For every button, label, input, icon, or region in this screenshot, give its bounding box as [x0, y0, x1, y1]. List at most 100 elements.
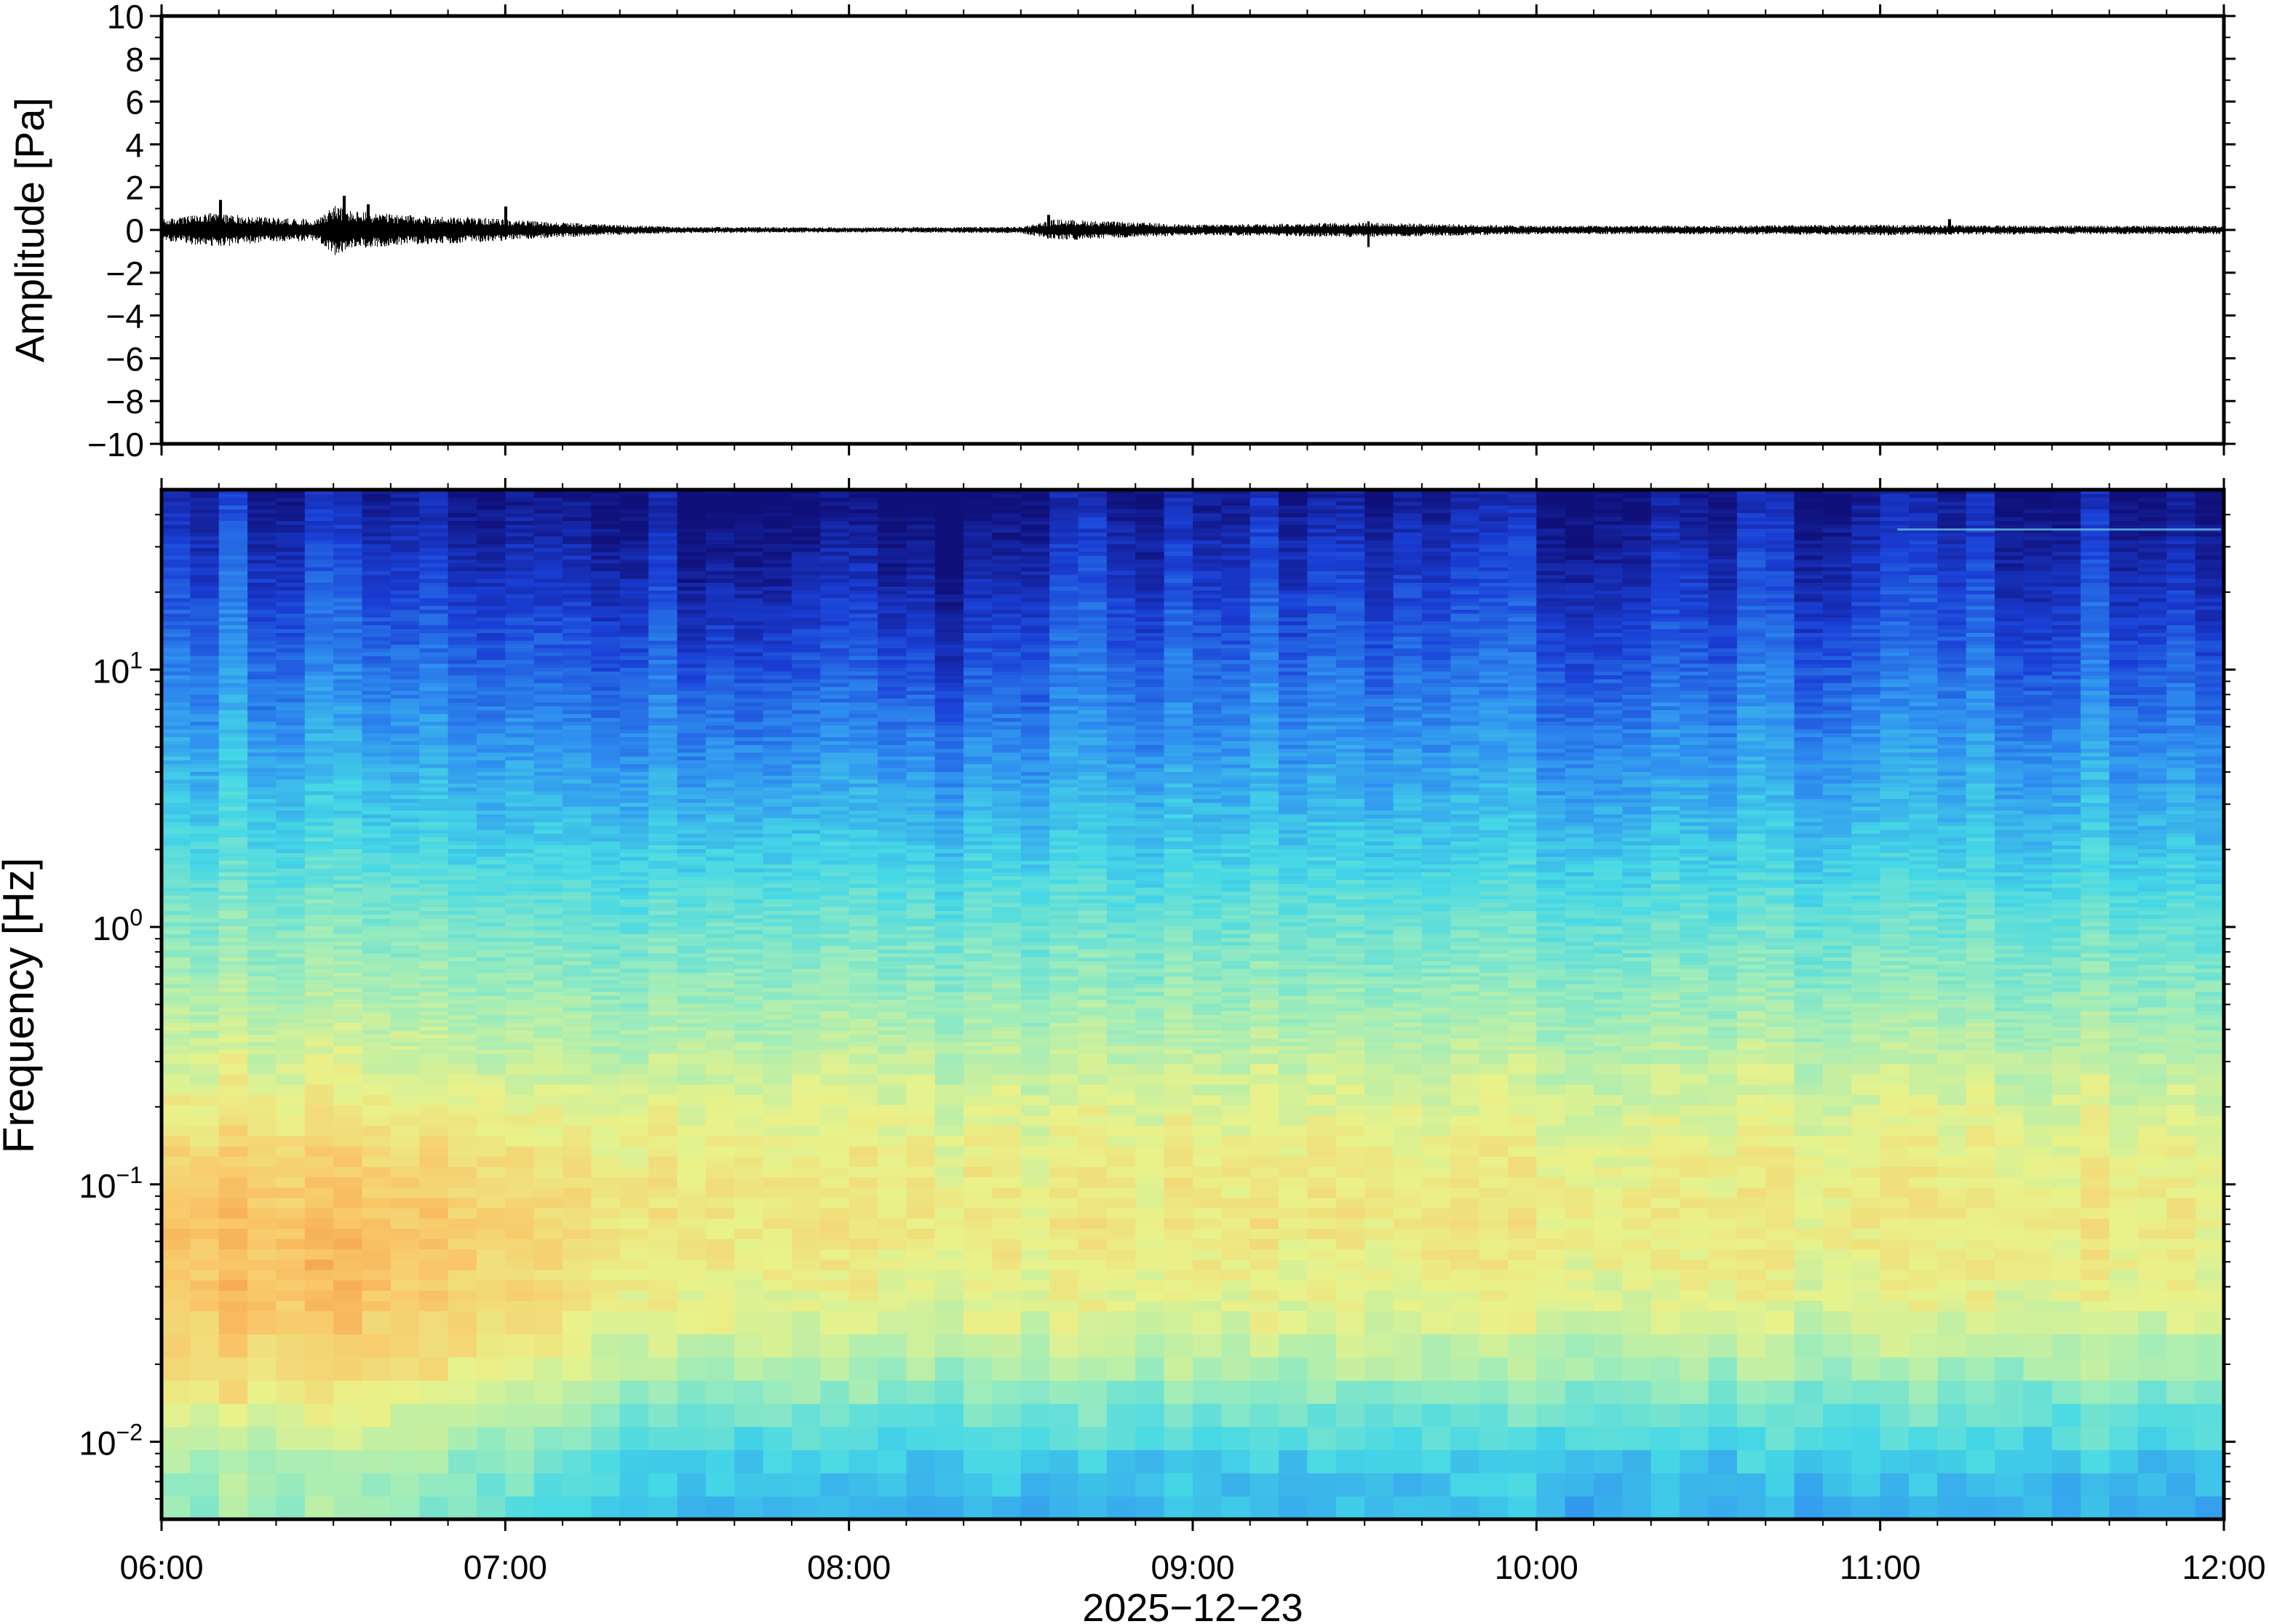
spectrogram-cell	[878, 1011, 907, 1016]
spectrogram-cell	[190, 899, 220, 904]
spectrogram-cell	[218, 497, 248, 502]
spectrogram-cell	[849, 856, 878, 861]
spectrogram-cell	[563, 1290, 592, 1301]
spectrogram-cell	[705, 922, 735, 927]
spectrogram-cell	[791, 717, 821, 722]
spectrogram-cell	[878, 790, 907, 795]
spectrogram-cell	[906, 922, 936, 927]
spectrogram-cell	[619, 740, 649, 745]
spectrogram-cell	[533, 501, 563, 506]
spectrogram-cell	[705, 520, 735, 525]
spectrogram-cell	[304, 1041, 334, 1046]
spectrogram-cell	[162, 690, 191, 695]
spectrogram-cell	[304, 717, 334, 722]
spectrogram-cell	[677, 887, 707, 892]
spectrogram-cell	[218, 1041, 248, 1046]
spectrogram-cell	[791, 1135, 821, 1147]
spectrogram-cell	[820, 756, 850, 761]
spectrogram-cell	[791, 806, 821, 811]
spectrogram-cell	[333, 818, 363, 822]
spectrogram-cell	[476, 698, 506, 703]
spectrogram-cell	[362, 1357, 392, 1381]
spectrogram-cell	[218, 818, 248, 822]
spectrogram-cell	[763, 760, 792, 765]
spectrogram-cell	[878, 1115, 907, 1126]
spectrogram-cell	[591, 1049, 621, 1054]
spectrogram-cell	[763, 544, 792, 549]
spectrogram-cell	[304, 659, 334, 664]
spectrogram-cell	[448, 879, 477, 884]
spectrogram-cell	[677, 991, 707, 996]
spectrogram-cell	[591, 493, 621, 498]
spectrogram-cell	[218, 544, 248, 549]
spectrogram-cell	[906, 1041, 936, 1046]
amplitude-tick-label: 6	[125, 84, 144, 122]
spectrogram-cell	[476, 539, 506, 544]
spectrogram-cell	[878, 945, 907, 950]
spectrogram-cell	[849, 567, 878, 572]
spectrogram-cell	[563, 1011, 592, 1016]
spectrogram-cell	[276, 559, 306, 564]
spectrogram-cell	[333, 733, 363, 738]
spectrogram-cell	[162, 1357, 191, 1381]
spectrogram-cell	[276, 1166, 306, 1178]
spectrogram-cell	[820, 532, 850, 537]
spectrogram-cell	[878, 779, 907, 784]
spectrogram-cell	[763, 1290, 792, 1301]
spectrogram-cell	[763, 520, 792, 525]
spectrogram-cell	[619, 1011, 649, 1016]
spectrogram-cell	[247, 1014, 277, 1019]
spectrogram-cell	[448, 570, 477, 576]
spectrogram-cell	[591, 929, 621, 934]
spectrogram-cell	[619, 806, 649, 811]
spectrogram-cell	[247, 640, 277, 645]
spectrogram-cell	[763, 709, 792, 715]
spectrogram-cell	[648, 768, 678, 772]
spectrogram-cell	[390, 907, 420, 911]
spectrogram-cell	[162, 694, 191, 699]
spectrogram-cell	[591, 1187, 621, 1198]
spectrogram-cell	[734, 964, 764, 969]
spectrogram-cell	[533, 960, 563, 966]
spectrogram-cell	[476, 891, 506, 896]
spectrogram-cell	[763, 1449, 792, 1473]
spectrogram-cell	[619, 899, 649, 904]
spectrogram-cell	[247, 1018, 277, 1023]
spectrogram-cell	[878, 609, 907, 614]
spectrogram-cell	[878, 1094, 907, 1106]
spectrogram-cell	[849, 937, 878, 942]
spectrogram-cell	[448, 1280, 477, 1291]
spectrogram-cell	[162, 902, 191, 907]
spectrogram-cell	[190, 497, 220, 502]
spectrogram-cell	[190, 991, 220, 996]
spectrogram-cell	[390, 929, 420, 934]
spectrogram-cell	[505, 725, 535, 730]
spectrogram-cell	[849, 505, 878, 510]
spectrogram-cell	[619, 721, 649, 726]
spectrogram-cell	[505, 597, 535, 602]
spectrogram-cell	[476, 895, 506, 900]
spectrogram-cell	[849, 1197, 878, 1209]
spectrogram-cell	[476, 837, 506, 842]
spectrogram-cell	[791, 864, 821, 869]
spectrogram-cell	[162, 501, 191, 506]
spectrogram-cell	[619, 907, 649, 911]
spectrogram-cell	[419, 1290, 449, 1301]
spectrogram-cell	[533, 674, 563, 680]
spectrogram-cell	[333, 701, 363, 706]
spectrogram-cell	[906, 775, 936, 780]
spectrogram-cell	[218, 717, 248, 722]
spectrogram-cell	[162, 717, 191, 722]
spectrogram-cell	[648, 512, 678, 517]
spectrogram-cell	[276, 976, 306, 981]
spectrogram-cell	[162, 1115, 191, 1126]
spectrogram-cell	[591, 760, 621, 765]
spectrogram-cell	[533, 547, 563, 552]
spectrogram-cell	[648, 1290, 678, 1301]
spectrogram-cell	[304, 1290, 334, 1301]
spectrogram-cell	[591, 1334, 621, 1358]
spectrogram-cell	[791, 613, 821, 618]
spectrogram-cell	[505, 929, 535, 934]
spectrogram-cell	[878, 872, 907, 877]
spectrogram-cell	[820, 840, 850, 845]
